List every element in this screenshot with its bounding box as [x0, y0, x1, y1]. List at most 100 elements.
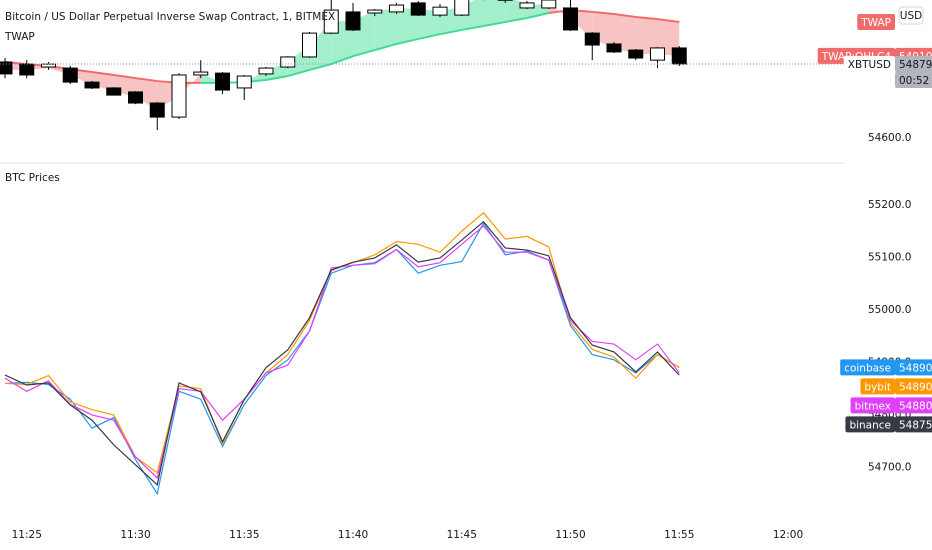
candle-body: [258, 67, 274, 75]
price-tag-label: 54875.8: [899, 419, 932, 431]
candle-body: [650, 47, 665, 61]
price-tag: [850, 397, 895, 414]
twap-line: [91, 71, 114, 76]
twap-fill: [309, 21, 332, 70]
twap-line: [657, 18, 680, 23]
candle-body: [432, 6, 448, 16]
candle-body: [584, 32, 600, 46]
twap-line: [526, 12, 549, 19]
twap-line: [135, 77, 158, 83]
twap-fill: [657, 19, 680, 56]
indicator-title: TWAP: [4, 31, 35, 43]
candle-body: [454, 0, 470, 16]
twap-fill: [418, 9, 440, 39]
x-tick-label: 11:45: [447, 529, 477, 541]
price-line: [4, 222, 680, 496]
price-tag: [895, 378, 932, 395]
price-tag: [895, 397, 932, 414]
twap-line: [461, 24, 484, 31]
candle-body: [606, 43, 622, 53]
candle-body: [149, 102, 165, 118]
currency-label[interactable]: USD: [900, 10, 922, 22]
twap-line: [483, 21, 506, 27]
twap-line: [439, 28, 462, 36]
y-tick-label: 55200.0: [868, 199, 911, 211]
candle-body: [193, 71, 209, 76]
candle-body: [519, 2, 535, 9]
axes: 54600.0TWAPTWAP:OHLC454910.0XBTUSD54879.…: [12, 6, 932, 541]
price-tag-label: 54890.0: [899, 381, 932, 393]
price-tag-label: bitmex: [855, 400, 891, 412]
candle-body: [410, 2, 426, 16]
price-tag: [895, 416, 932, 433]
candle-body: [106, 87, 122, 96]
twap-line: [330, 55, 354, 66]
candle-body: [323, 9, 339, 34]
candle-body: [171, 74, 187, 118]
twap-line: [592, 10, 615, 16]
x-tick-label: 11:30: [120, 529, 150, 541]
candle-body: [236, 75, 252, 89]
price-tag-label: TWAP: [860, 17, 891, 29]
x-tick-label: 11:55: [664, 529, 694, 541]
y-tick-label: 54600.0: [868, 132, 911, 144]
currency-button[interactable]: [898, 6, 924, 25]
x-tick-label: 11:35: [229, 529, 259, 541]
twap-line: [113, 73, 136, 80]
candle-body: [628, 49, 644, 59]
twap-line: [418, 33, 441, 40]
price-tag-label: 54890.6: [899, 362, 932, 374]
y-tick-label: 55000.0: [868, 304, 911, 316]
price-tag: [895, 359, 932, 376]
candle-body: [541, 0, 557, 9]
price-tag-label: XBTUSD: [848, 59, 891, 71]
twap-fill: [483, 0, 506, 26]
candle-body: [215, 72, 230, 91]
price-tag: [857, 13, 895, 30]
price-line: [4, 220, 680, 486]
candle-body: [0, 61, 13, 75]
price-tag: [845, 416, 895, 433]
candle-body: [62, 67, 78, 83]
twap-fill: [135, 78, 158, 110]
price-tag: [895, 55, 932, 72]
x-tick-label: 11:25: [12, 529, 42, 541]
candle-body: [302, 32, 317, 58]
price-tag-label: bybit: [864, 381, 891, 393]
pane-title: BTC Prices: [5, 172, 60, 184]
y-tick-label: 55100.0: [868, 251, 911, 263]
price-tag-label: 54879.5: [899, 59, 932, 71]
y-tick-label: 54700.0: [868, 461, 911, 473]
twap-fill: [635, 16, 658, 55]
x-tick-label: 11:40: [338, 529, 368, 541]
price-tag: [895, 71, 932, 88]
price-tag: [860, 378, 895, 395]
twap-line: [505, 17, 528, 23]
candle-body: [389, 4, 404, 13]
twap-line: [374, 43, 397, 52]
twap-fill: [396, 7, 419, 44]
candle-body: [671, 47, 687, 65]
candle-body: [367, 9, 383, 14]
price-tag: [840, 359, 895, 376]
price-tag-label: 54880.0: [899, 400, 932, 412]
x-tick-label: 12:00: [773, 529, 803, 541]
twap-fill: [374, 7, 397, 51]
price-tag-label: 00:52: [899, 75, 929, 87]
x-tick-label: 11:50: [555, 529, 585, 541]
twap-line: [352, 49, 376, 58]
twap-line: [309, 63, 332, 71]
candle-body: [128, 91, 143, 104]
price-tag-label: binance: [849, 419, 891, 431]
twap-line: [265, 75, 288, 81]
twap-line: [396, 37, 419, 45]
candle-body: [563, 7, 578, 31]
candle-body: [19, 63, 35, 76]
indicator-pane: [4, 211, 680, 496]
twap-line: [613, 13, 636, 18]
candle-body: [84, 81, 100, 89]
price-tag-label: coinbase: [844, 362, 891, 374]
candle-body: [280, 56, 296, 68]
candle-body: [41, 63, 56, 68]
